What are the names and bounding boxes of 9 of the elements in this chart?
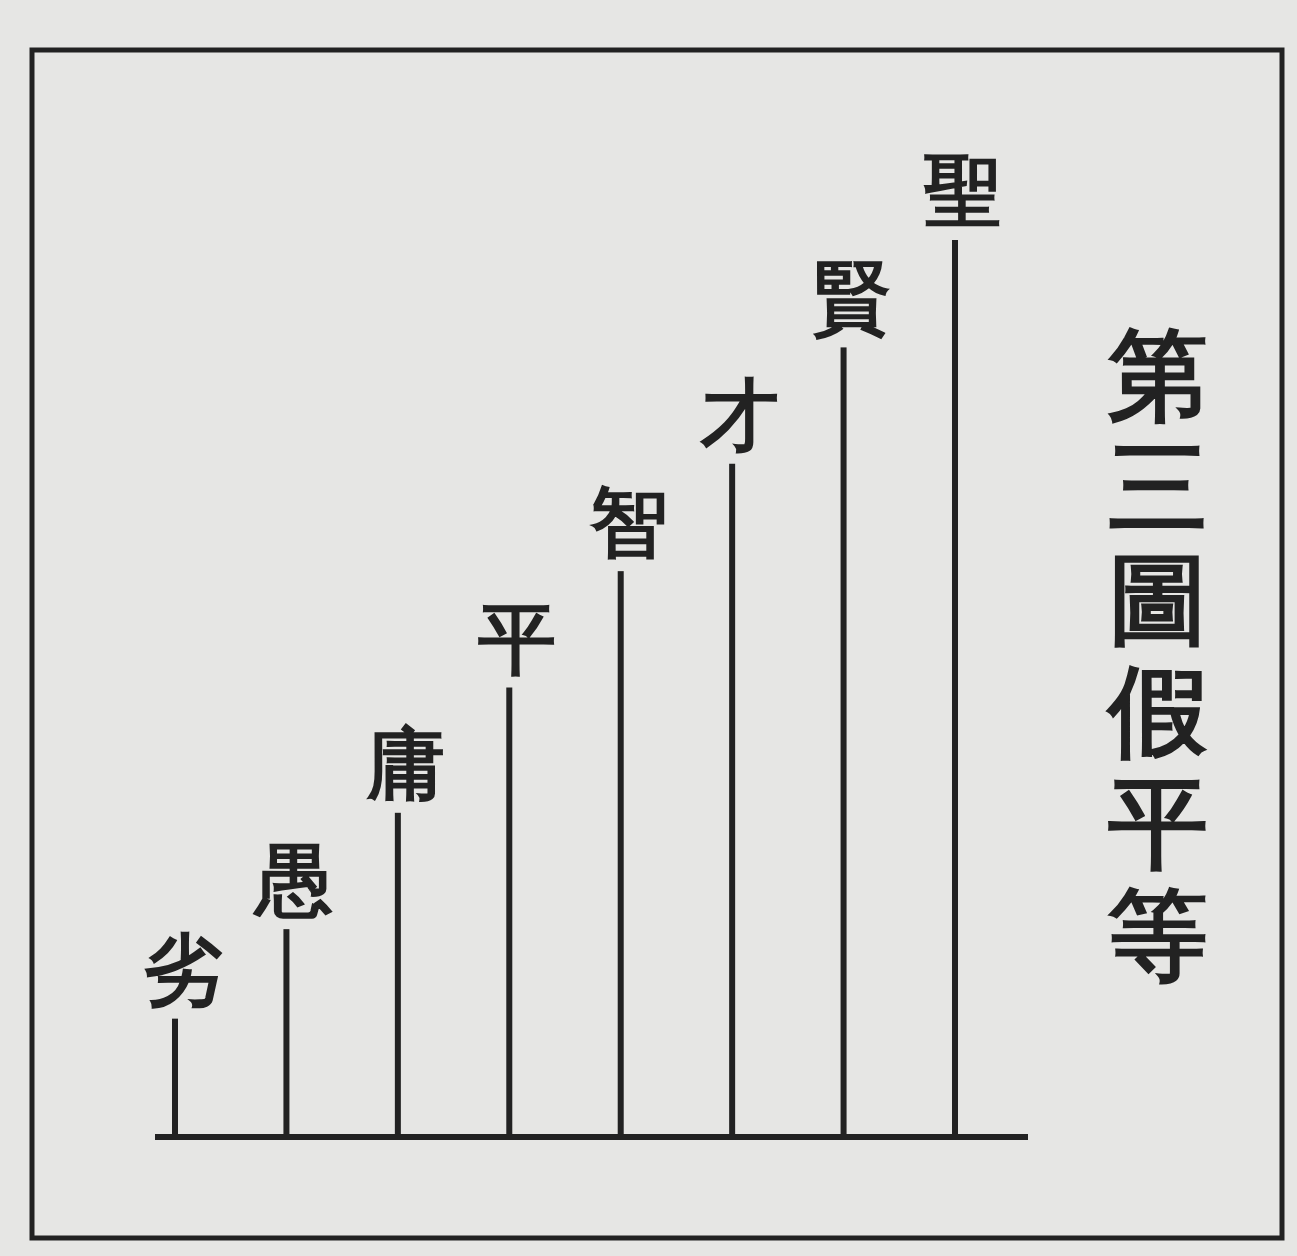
x-tick-label: 聖 — [923, 145, 1002, 236]
x-tick-label: 愚 — [252, 834, 334, 926]
x-tick-label: 庸 — [365, 717, 445, 809]
x-tick-label: 賢 — [811, 252, 891, 344]
x-tick-label: 才 — [699, 368, 780, 460]
text: 第三圖假平等 — [1105, 316, 1208, 994]
x-tick-label: 劣 — [144, 923, 223, 1015]
x-tick-label: 智 — [588, 476, 668, 568]
x-tick-label: 平 — [477, 592, 557, 684]
